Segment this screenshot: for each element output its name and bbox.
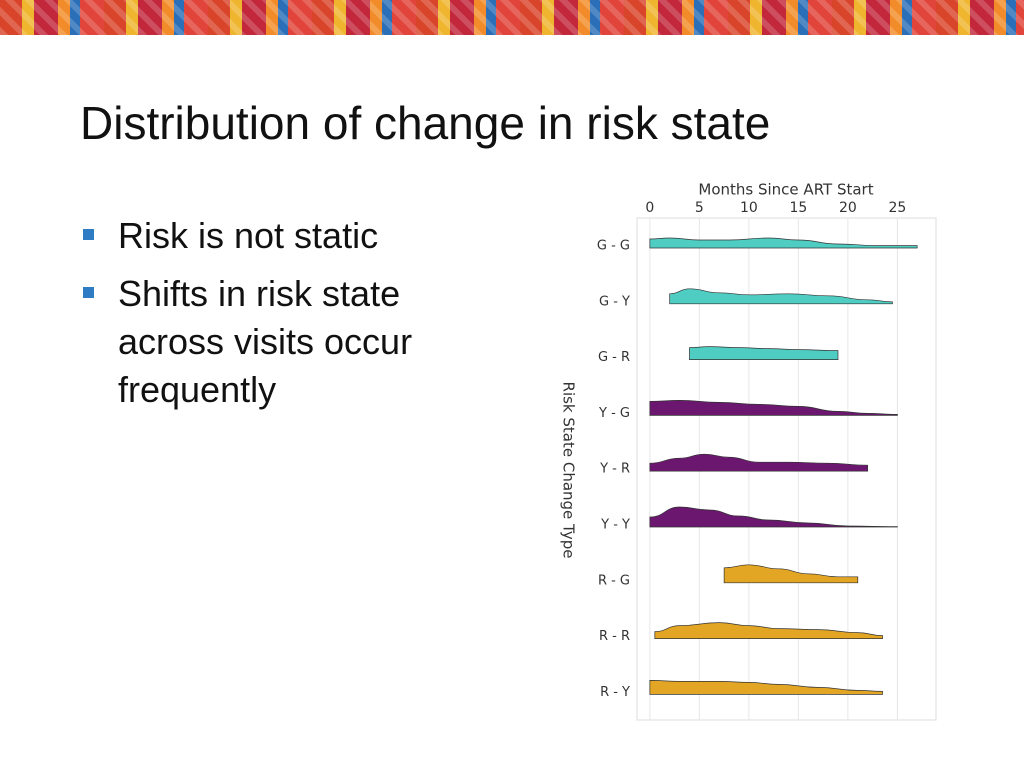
x-tick-label: 25: [888, 200, 906, 216]
density-area: [654, 622, 883, 639]
category-label: G - G: [597, 239, 630, 254]
density-area: [649, 400, 898, 416]
category-label: Y - Y: [600, 518, 630, 533]
x-tick-label: 10: [740, 200, 758, 216]
density-area: [669, 288, 893, 305]
bullet: Shifts in risk state across visits occur…: [80, 270, 460, 414]
x-tick-label: 20: [839, 200, 857, 216]
bullet: Risk is not static: [80, 212, 460, 260]
x-tick-label: 15: [789, 200, 807, 216]
x-tick-label: 5: [695, 200, 704, 216]
category-label: Y - G: [598, 406, 630, 421]
density-area: [723, 564, 859, 584]
bullet-list: Risk is not static Shifts in risk state …: [80, 212, 460, 424]
slide-title: Distribution of change in risk state: [80, 97, 771, 149]
category-label: R - Y: [600, 685, 630, 700]
category-label: G - Y: [599, 294, 630, 309]
banner: [0, 0, 1024, 35]
density-area: [649, 506, 898, 528]
density-area: [649, 453, 869, 472]
x-tick-label: 0: [645, 200, 654, 216]
category-label: G - R: [598, 350, 630, 365]
category-label: R - G: [598, 573, 630, 588]
category-label: Y - R: [599, 462, 630, 477]
density-area: [689, 346, 839, 360]
x-axis-title: Months Since ART Start: [698, 181, 873, 199]
density-area: [649, 680, 883, 695]
category-label: R - R: [599, 629, 630, 644]
density-area: [649, 237, 918, 249]
y-axis-title: Risk State Change Type: [560, 382, 578, 559]
